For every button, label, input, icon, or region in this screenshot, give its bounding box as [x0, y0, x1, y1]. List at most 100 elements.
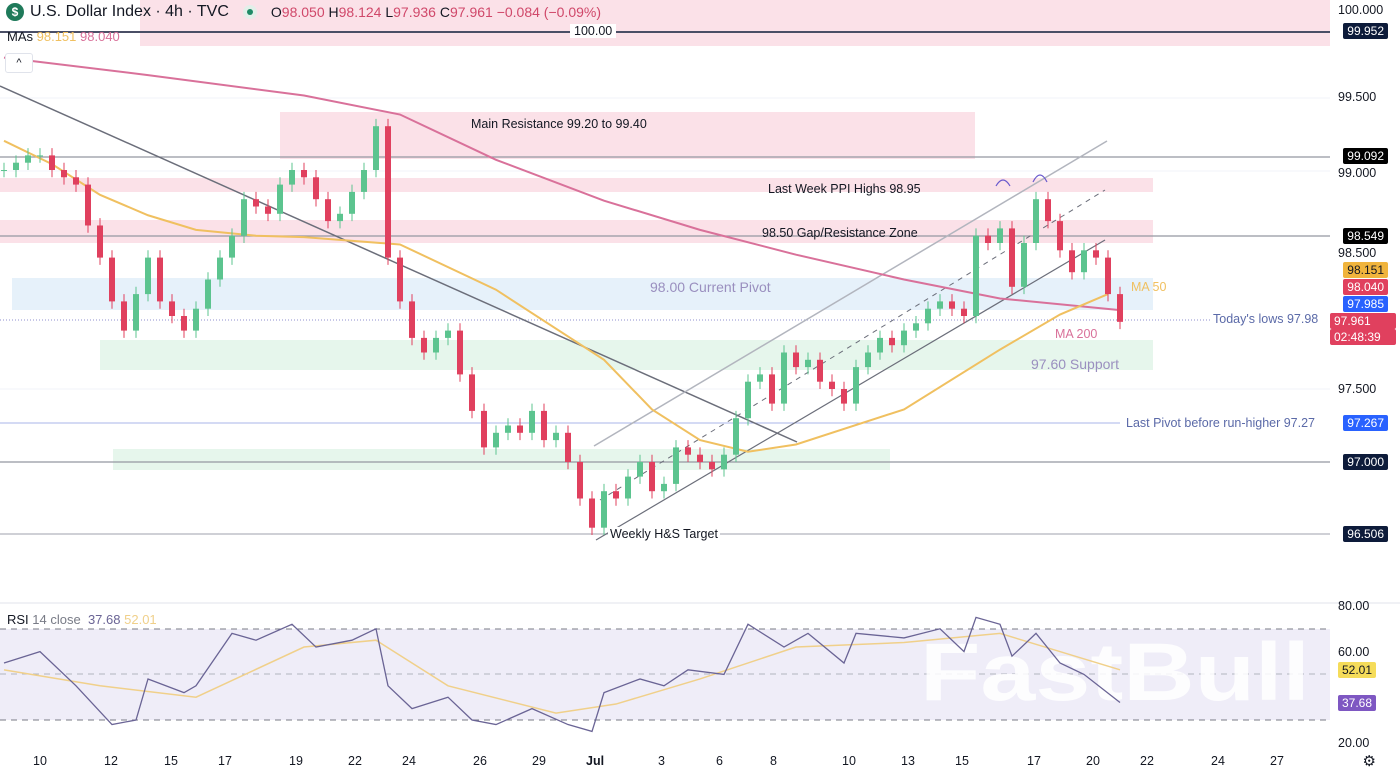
candle-body: [673, 447, 679, 484]
label-ma200: MA 200: [1055, 327, 1098, 341]
current-pivot-zone: [12, 278, 1153, 310]
candle-body: [109, 257, 115, 302]
ohlc-values: O98.050 H98.124 L97.936 C97.961 −0.084 (…: [270, 4, 601, 20]
candle-body: [181, 316, 187, 331]
candle-body: [265, 206, 271, 214]
dollar-icon: $: [6, 3, 24, 21]
rsi-line: [3, 616, 1121, 733]
candle-body: [721, 454, 727, 470]
symbol-title[interactable]: U.S. Dollar Index · 4h · TVC: [30, 3, 229, 20]
collapse-legend-button[interactable]: ^: [5, 53, 33, 73]
candle-body: [1105, 257, 1111, 295]
candle-body: [145, 257, 151, 295]
candle-body: [625, 476, 631, 499]
candle-body: [697, 454, 703, 462]
candle-body: [865, 352, 871, 368]
candle-body: [121, 301, 127, 331]
label-main-resistance: Main Resistance 99.20 to 99.40: [471, 117, 647, 131]
price-label: 97.985: [1343, 296, 1388, 312]
price-label: 97.961: [1330, 313, 1396, 329]
candle-body: [805, 359, 811, 368]
time-tick: 24: [402, 754, 416, 768]
candle-body: [841, 389, 847, 404]
channel-mid[interactable]: [599, 189, 1106, 501]
time-tick: 29: [532, 754, 546, 768]
candle-body: [1117, 294, 1123, 322]
watermark: FastBull: [920, 627, 1310, 718]
time-tick: 10: [33, 754, 47, 768]
price-label: 99.092: [1343, 148, 1388, 164]
rsi-ma-value-label: 52.01: [1337, 662, 1376, 678]
label-ma50: MA 50: [1131, 280, 1167, 294]
candle-body: [961, 308, 967, 316]
gear-icon[interactable]: ⚙: [1362, 753, 1376, 770]
candle-body: [301, 170, 307, 178]
ma200-line: [3, 56, 1121, 312]
candle-body: [37, 155, 43, 157]
price-label: 98.040: [1343, 279, 1388, 295]
candle-body: [985, 235, 991, 243]
countdown-label: 02:48:39: [1330, 329, 1396, 345]
mas-legend[interactable]: MAs 98.151 98.040: [7, 29, 120, 44]
candle-body: [1021, 243, 1027, 287]
lower-support-zone: [113, 449, 890, 470]
candle-body: [325, 199, 331, 222]
candle-body: [1093, 250, 1099, 258]
candle-body: [229, 235, 235, 258]
candle-body: [97, 225, 103, 258]
price-label: 96.506: [1343, 526, 1388, 542]
top-zone: [140, 0, 1330, 46]
chart-header: $ U.S. Dollar Index · 4h · TVC O98.050 H…: [6, 3, 601, 21]
candle-body: [361, 170, 367, 192]
time-tick: 3: [658, 754, 665, 768]
candle-body: [85, 184, 91, 226]
label-100: 100.00: [570, 24, 617, 38]
candle-body: [817, 359, 823, 382]
time-tick: Jul: [586, 754, 605, 768]
candle-body: [889, 337, 895, 346]
candle-body: [13, 162, 19, 170]
ppi-high-marker-1: [995, 179, 1011, 187]
candle-body: [25, 155, 31, 163]
ppi-high-marker-2: [1032, 174, 1048, 183]
candle-body: [133, 294, 139, 331]
rsi-ma-line: [3, 632, 1121, 714]
time-tick: 15: [164, 754, 178, 768]
candle-body: [49, 155, 55, 170]
candle-body: [253, 199, 259, 207]
candle-body: [193, 308, 199, 331]
channel-upper[interactable]: [593, 140, 1108, 447]
price-tick: 97.500: [1338, 382, 1377, 396]
candle-body: [769, 374, 775, 404]
candle-body: [517, 425, 523, 433]
candle-body: [217, 257, 223, 280]
time-tick: 22: [348, 754, 362, 768]
candle-body: [565, 432, 571, 462]
price-tick: 98.500: [1338, 246, 1377, 260]
rsi-legend[interactable]: RSI 14 close 37.68 52.01: [7, 612, 157, 627]
price-label: 97.000: [1343, 454, 1388, 470]
candle-body: [877, 337, 883, 353]
rsi-tick: 20.00: [1338, 736, 1370, 750]
channel-lower[interactable]: [595, 239, 1106, 541]
price-label: 98.549: [1343, 228, 1388, 244]
candle-body: [781, 352, 787, 404]
time-tick: 17: [1027, 754, 1041, 768]
time-tick: 15: [955, 754, 969, 768]
price-tick: 99.000: [1338, 166, 1377, 180]
label-todays-lows: Today's lows 97.98: [1213, 312, 1319, 326]
candle-body: [289, 170, 295, 185]
candle-body: [457, 330, 463, 375]
candle-body: [1045, 199, 1051, 222]
price-label: 99.952: [1343, 23, 1388, 39]
time-tick: 26: [473, 754, 487, 768]
time-tick: 12: [104, 754, 118, 768]
candle-body: [901, 330, 907, 346]
main-resistance-zone: [280, 112, 975, 159]
candle-body: [745, 381, 751, 419]
time-tick: 8: [770, 754, 777, 768]
candle-body: [709, 462, 715, 470]
candle-body: [169, 301, 175, 316]
label-hs-target: Weekly H&S Target: [608, 527, 720, 541]
